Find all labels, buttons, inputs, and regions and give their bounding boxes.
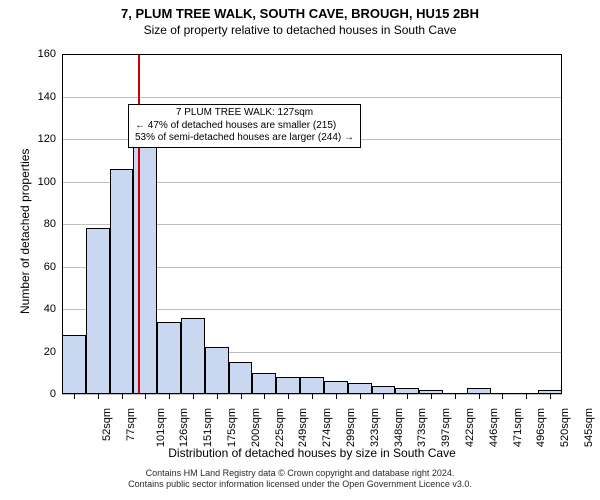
x-tick [98, 394, 99, 399]
x-tick [431, 394, 432, 399]
x-tick [550, 394, 551, 399]
x-tick [526, 394, 527, 399]
x-tick-label: 397sqm [440, 408, 452, 447]
page-title: 7, PLUM TREE WALK, SOUTH CAVE, BROUGH, H… [0, 6, 600, 21]
x-tick [193, 394, 194, 399]
x-tick [336, 394, 337, 399]
x-tick-label: 249sqm [298, 408, 310, 447]
x-tick-label: 323sqm [369, 408, 381, 447]
x-tick [217, 394, 218, 399]
y-tick-label: 140 [38, 91, 62, 103]
x-tick-label: 274sqm [321, 408, 333, 447]
x-tick-label: 101sqm [155, 408, 167, 447]
page-subtitle: Size of property relative to detached ho… [0, 23, 600, 37]
x-tick-label: 545sqm [583, 408, 595, 447]
plot-area: 52sqm77sqm101sqm126sqm151sqm175sqm200sqm… [62, 54, 562, 394]
x-tick [122, 394, 123, 399]
y-tick-label: 120 [38, 133, 62, 145]
x-tick [383, 394, 384, 399]
footer-attribution: Contains HM Land Registry data © Crown c… [0, 468, 600, 491]
footer-line-1: Contains HM Land Registry data © Crown c… [0, 468, 600, 479]
y-tick-label: 0 [50, 388, 62, 400]
x-tick-label: 52sqm [101, 408, 113, 441]
y-tick-label: 40 [44, 303, 62, 315]
x-tick-label: 520sqm [559, 408, 571, 447]
x-tick [360, 394, 361, 399]
x-tick [502, 394, 503, 399]
x-tick-label: 422sqm [464, 408, 476, 447]
x-tick-label: 225sqm [274, 408, 286, 447]
y-tick-label: 160 [38, 48, 62, 60]
x-tick-label: 373sqm [417, 408, 429, 447]
x-tick [74, 394, 75, 399]
y-tick-label: 20 [44, 346, 62, 358]
x-tick [145, 394, 146, 399]
x-tick-label: 299sqm [345, 408, 357, 447]
x-axis-label: Distribution of detached houses by size … [62, 446, 562, 460]
x-tick-label: 175sqm [226, 408, 238, 447]
x-tick [479, 394, 480, 399]
y-tick-label: 80 [44, 218, 62, 230]
x-tick [241, 394, 242, 399]
x-tick-label: 471sqm [512, 408, 524, 447]
x-tick [312, 394, 313, 399]
x-tick [455, 394, 456, 399]
plot-border [62, 54, 562, 394]
footer-line-2: Contains public sector information licen… [0, 479, 600, 490]
x-tick-label: 496sqm [536, 408, 548, 447]
x-tick [264, 394, 265, 399]
x-tick-label: 200sqm [250, 408, 262, 447]
y-tick-label: 60 [44, 261, 62, 273]
chart-container: { "header": { "address": "7, PLUM TREE W… [0, 6, 600, 500]
x-tick [407, 394, 408, 399]
y-tick-label: 100 [38, 176, 62, 188]
x-tick [169, 394, 170, 399]
x-tick-label: 77sqm [125, 408, 137, 441]
x-tick-label: 348sqm [393, 408, 405, 447]
x-tick-label: 151sqm [202, 408, 214, 447]
x-tick-label: 446sqm [488, 408, 500, 447]
x-tick [288, 394, 289, 399]
x-tick-label: 126sqm [178, 408, 190, 447]
y-axis-label: Number of detached properties [18, 149, 32, 314]
